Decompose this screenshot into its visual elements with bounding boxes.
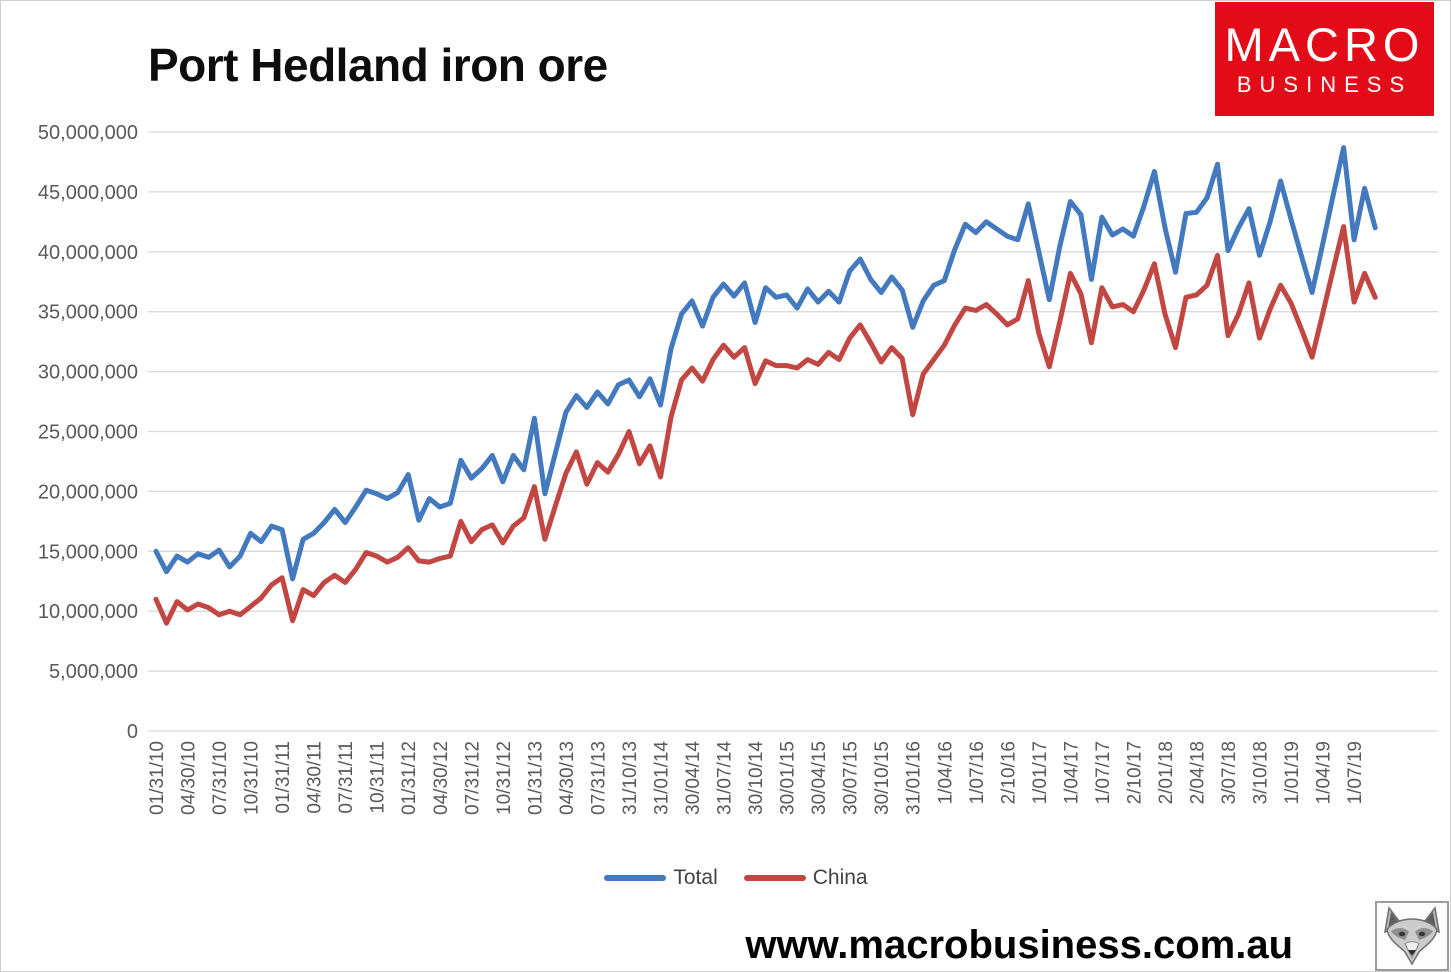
x-tick-label: 01/31/11 bbox=[273, 741, 294, 814]
x-tick-label: 2/10/17 bbox=[1124, 741, 1145, 804]
website-url: www.macrobusiness.com.au bbox=[745, 923, 1293, 967]
x-tick-label: 07/31/10 bbox=[210, 741, 231, 815]
y-tick-label: 40,000,000 bbox=[38, 242, 138, 264]
china-line-swatch bbox=[743, 875, 806, 881]
x-tick-label: 31/07/14 bbox=[715, 741, 736, 815]
x-tick-label: 31/01/14 bbox=[651, 741, 672, 815]
x-tick-label: 3/10/18 bbox=[1251, 741, 1272, 804]
y-tick-label: 25,000,000 bbox=[38, 422, 138, 444]
x-tick-label: 3/07/18 bbox=[1219, 741, 1240, 804]
y-tick-label: 30,000,000 bbox=[38, 362, 138, 384]
x-tick-label: 10/31/12 bbox=[494, 741, 515, 815]
x-tick-label: 04/30/10 bbox=[179, 741, 200, 815]
fox-head-illustration bbox=[1384, 906, 1440, 966]
y-tick-label: 15,000,000 bbox=[38, 541, 138, 563]
legend-item-total: Total bbox=[604, 866, 718, 890]
x-tick-label: 1/04/19 bbox=[1314, 741, 1335, 804]
legend-label-total: Total bbox=[673, 866, 718, 889]
x-tick-label: 01/31/10 bbox=[147, 741, 168, 815]
china-series-line bbox=[153, 224, 1378, 626]
y-tick-label: 50,000,000 bbox=[38, 122, 138, 144]
legend-item-china: China bbox=[743, 866, 868, 890]
x-tick-label: 30/10/15 bbox=[872, 741, 893, 815]
x-tick-label: 07/31/12 bbox=[462, 741, 483, 815]
x-tick-label: 30/04/14 bbox=[683, 741, 704, 815]
x-tick-label: 1/04/16 bbox=[935, 741, 956, 804]
macrobusiness-logo: MACRO BUSINESS bbox=[1215, 2, 1434, 116]
x-tick-label: 2/10/16 bbox=[998, 741, 1019, 804]
x-tick-label: 1/07/17 bbox=[1093, 741, 1114, 804]
y-tick-label: 5,000,000 bbox=[49, 661, 138, 683]
y-tick-label: 10,000,000 bbox=[38, 601, 138, 623]
x-tick-label: 07/31/11 bbox=[336, 741, 357, 814]
x-tick-label: 31/10/13 bbox=[620, 741, 641, 815]
x-tick-label: 1/07/16 bbox=[967, 741, 988, 804]
x-tick-label: 04/30/11 bbox=[305, 741, 326, 814]
x-tick-label: 04/30/13 bbox=[557, 741, 578, 815]
fox-logo bbox=[1375, 901, 1449, 971]
total-series-line bbox=[153, 145, 1378, 582]
x-tick-label: 2/01/18 bbox=[1156, 741, 1177, 804]
x-tick-label: 01/31/13 bbox=[525, 741, 546, 815]
x-tick-label: 30/07/15 bbox=[841, 741, 862, 815]
y-tick-label: 0 bbox=[127, 721, 138, 743]
x-tick-label: 10/31/10 bbox=[242, 741, 263, 815]
x-tick-label: 30/01/15 bbox=[778, 741, 799, 815]
x-tick-label: 2/04/18 bbox=[1187, 741, 1208, 804]
x-tick-label: 31/01/16 bbox=[904, 741, 925, 815]
total-line-swatch bbox=[604, 875, 667, 881]
x-tick-label: 01/31/12 bbox=[399, 741, 420, 815]
page-title: Port Hedland iron ore bbox=[148, 39, 608, 91]
y-tick-label: 45,000,000 bbox=[38, 182, 138, 204]
x-tick-label: 1/01/17 bbox=[1030, 741, 1051, 804]
chart-legend: Total China bbox=[148, 866, 1324, 890]
x-tick-label: 1/01/19 bbox=[1282, 741, 1303, 804]
y-tick-label: 35,000,000 bbox=[38, 302, 138, 324]
x-axis-tick-labels: 01/31/10 04/30/10 07/31/10 10/31/10 01/31/11… bbox=[147, 741, 1366, 815]
logo-text-business: BUSINESS bbox=[1236, 71, 1413, 97]
y-axis-tick-labels: 0 5,000,000 10,000,000 15,000,000 20,000,000… bbox=[38, 122, 138, 743]
legend-label-china: China bbox=[812, 866, 868, 889]
x-tick-label: 1/04/17 bbox=[1061, 741, 1082, 804]
x-tick-label: 10/31/11 bbox=[368, 741, 389, 814]
x-tick-label: 04/30/12 bbox=[431, 741, 452, 815]
logo-text-macro: MACRO bbox=[1224, 17, 1425, 71]
x-tick-label: 30/10/14 bbox=[746, 741, 767, 815]
y-tick-label: 20,000,000 bbox=[38, 481, 138, 503]
x-tick-label: 07/31/13 bbox=[588, 741, 609, 815]
x-tick-label: 1/07/19 bbox=[1345, 741, 1366, 804]
x-tick-label: 30/04/15 bbox=[809, 741, 830, 815]
